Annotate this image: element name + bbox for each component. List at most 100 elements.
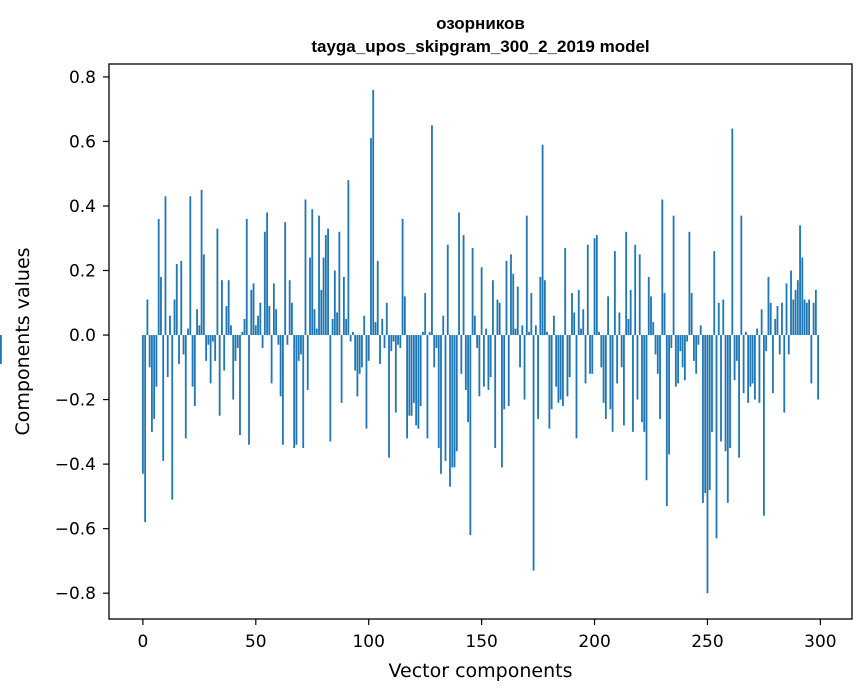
bar — [494, 335, 497, 448]
bar — [600, 335, 603, 368]
bar — [232, 335, 235, 400]
bar — [532, 335, 535, 571]
bar — [677, 335, 680, 384]
bar — [668, 335, 670, 455]
bar — [577, 289, 580, 336]
bar — [198, 325, 201, 336]
bar — [315, 328, 318, 336]
bar — [760, 309, 763, 336]
bar — [772, 335, 774, 394]
bar — [403, 296, 406, 336]
bar — [415, 335, 418, 426]
bar — [783, 335, 786, 413]
bar — [647, 276, 650, 336]
bar — [191, 335, 194, 387]
bar — [356, 335, 359, 397]
bar — [674, 335, 677, 387]
bar — [250, 289, 253, 336]
bar — [257, 315, 259, 336]
bar — [717, 302, 720, 336]
bar — [681, 335, 684, 368]
bar — [345, 318, 348, 336]
y-tick-label: −0.4 — [55, 455, 96, 475]
bar — [686, 335, 689, 342]
bar — [252, 283, 255, 336]
bar — [367, 335, 370, 361]
bar — [729, 335, 731, 448]
bar — [449, 335, 451, 487]
bar — [663, 293, 666, 336]
bar — [394, 335, 397, 413]
bar — [627, 318, 630, 336]
bar — [178, 335, 180, 365]
bar — [742, 335, 745, 394]
bar — [774, 318, 777, 336]
bar — [354, 335, 357, 371]
bar — [625, 231, 628, 336]
bar — [424, 293, 427, 336]
bar — [720, 335, 722, 442]
bar — [218, 335, 221, 416]
bar — [785, 283, 788, 336]
bar — [406, 335, 409, 439]
bar — [209, 335, 212, 384]
bar — [528, 331, 530, 336]
bar — [507, 335, 510, 407]
bar — [609, 335, 612, 410]
bar — [469, 335, 472, 536]
bar — [634, 244, 637, 336]
bar — [731, 128, 734, 336]
bar — [388, 335, 390, 458]
bar — [758, 335, 761, 403]
bar — [205, 335, 208, 361]
bar — [505, 260, 508, 336]
bar — [462, 235, 465, 336]
bar — [636, 335, 639, 400]
bar — [516, 286, 519, 336]
bar — [537, 335, 539, 419]
x-tick-label: 200 — [578, 632, 610, 652]
bar — [740, 215, 743, 336]
bar — [225, 306, 228, 336]
bar — [254, 325, 257, 336]
bar — [268, 306, 271, 336]
bar — [284, 222, 287, 336]
bar — [604, 335, 607, 419]
bar — [726, 335, 729, 503]
y-tick-label: −0.2 — [55, 391, 96, 411]
bar — [182, 335, 185, 355]
bar — [446, 244, 449, 336]
bar — [711, 335, 713, 432]
y-axis-label: Components values — [12, 247, 34, 435]
bar — [392, 335, 395, 342]
bar — [333, 270, 336, 336]
bar — [401, 218, 404, 336]
bar — [738, 335, 740, 458]
bar — [616, 335, 619, 384]
bar — [778, 335, 781, 355]
bar — [164, 196, 167, 336]
bar — [480, 267, 483, 336]
bar — [216, 228, 219, 336]
bar — [381, 318, 384, 336]
bar — [234, 335, 237, 361]
bar — [141, 335, 144, 474]
bar — [169, 315, 171, 336]
bar — [501, 335, 503, 468]
bar — [753, 335, 756, 400]
bar — [582, 309, 585, 336]
bar — [638, 254, 641, 336]
bar — [487, 335, 490, 390]
bar — [187, 328, 189, 336]
bar — [659, 335, 661, 419]
bar — [482, 335, 485, 387]
bar — [374, 322, 377, 336]
bar — [629, 289, 632, 336]
bar — [453, 335, 456, 468]
bar — [230, 325, 232, 336]
bar — [715, 335, 718, 539]
bar — [279, 335, 282, 397]
plot-frame — [108, 63, 853, 620]
bar — [744, 331, 747, 336]
bar — [812, 302, 815, 336]
